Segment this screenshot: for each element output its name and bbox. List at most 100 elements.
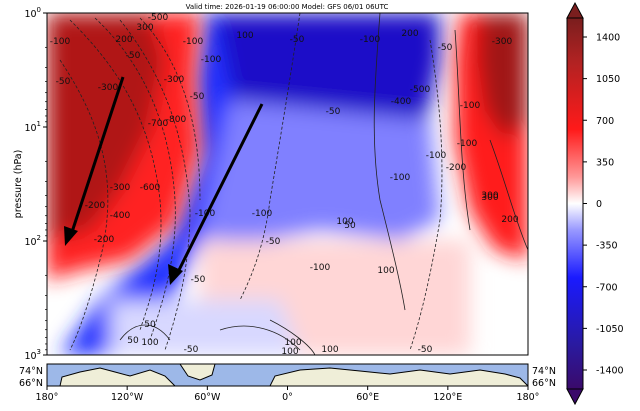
x-tick-label: 180°: [36, 392, 59, 403]
contour-label: -100: [201, 55, 222, 65]
strip-lat-right-bottom: 66°N: [532, 378, 556, 389]
contour-label: 100: [236, 31, 253, 41]
contour-label: -200: [94, 235, 115, 245]
contour-label: -100: [360, 35, 381, 45]
map-strip: [47, 364, 528, 386]
contour-label: -100: [457, 139, 478, 149]
contour-label: -50: [326, 107, 341, 117]
colorbar-bottom-cap: [566, 388, 584, 406]
arrow-west-head: [64, 226, 78, 246]
contour-label: -50: [266, 237, 281, 247]
contour-label: -100: [426, 151, 447, 161]
y-tick-exponent: 3: [37, 348, 41, 356]
contour-label: 100: [284, 338, 301, 348]
contour-label: -50: [418, 345, 433, 355]
arrow-center: [176, 103, 264, 273]
land-greenland: [179, 364, 216, 381]
x-tick-label: 180°: [517, 392, 540, 403]
contour-label: -300: [492, 37, 513, 47]
colorbar-tick-label: 1400: [596, 33, 620, 44]
contour-label: 200: [501, 215, 518, 225]
contour-label: -100: [50, 37, 71, 47]
land-eurasia: [269, 367, 528, 386]
y-axis-label: pressure (hPa): [13, 150, 24, 219]
contour-lines: [59, 13, 528, 355]
x-tick-label: 60°W: [194, 392, 221, 403]
colorbar-body: [566, 17, 584, 390]
strip-lat-right-top: 74°N: [532, 366, 556, 377]
contour-label: -100: [252, 209, 273, 219]
contour-label: 50: [127, 336, 139, 346]
contour-label: -100: [310, 263, 331, 273]
x-tick-label: 120°E: [433, 392, 462, 403]
x-axis-ticks: 180° 120°W 60°W 0° 60°E 120°E 180°: [36, 386, 540, 403]
contour-label: -50: [438, 43, 453, 53]
contour-label: 100: [377, 266, 394, 276]
contour-label: 100: [281, 347, 298, 357]
contour-label: -200: [85, 201, 106, 211]
region-light-blue-low: [110, 300, 300, 355]
contour-label: 100: [321, 345, 338, 355]
y-tick-exponent: 2: [37, 234, 41, 242]
contour-label: -50: [290, 35, 305, 45]
strip-lat-left-top: 74°N: [19, 366, 43, 377]
contour-label: -300: [98, 83, 119, 93]
chart-title: Valid time: 2026-01-19 06:00:00 Model: G…: [186, 3, 389, 11]
contour-label: -50: [191, 275, 206, 285]
y-tick-base: 10: [24, 123, 36, 134]
contour-label: 100: [141, 338, 158, 348]
contour-label: -500: [148, 13, 169, 23]
y-tick-base: 10: [24, 351, 36, 362]
y-tick-exponent: 1: [37, 120, 41, 128]
contour-label: -50: [56, 77, 71, 87]
contour-label: 200: [401, 29, 418, 39]
contour-label: -50: [126, 51, 141, 61]
region-blue-mid: [200, 100, 440, 245]
y-tick-label: 100: [24, 6, 41, 20]
x-tick-label: 60°E: [356, 392, 379, 403]
contour-label: 200: [115, 35, 132, 45]
colorbar-tick-label: -1050: [596, 324, 624, 335]
contour-label: -500: [410, 85, 431, 95]
arrow-west: [70, 76, 125, 233]
colorbar: 1400 1050 700 350 0 -350 -700 -1050 -1400: [566, 1, 624, 406]
region-blue-west: [60, 13, 270, 355]
contour-label: 300: [481, 193, 498, 203]
colorbar-top-cap: [566, 1, 584, 19]
contour-label: 300: [481, 191, 498, 201]
y-tick-label: 101: [24, 120, 41, 134]
colorbar-tick-label: 0: [596, 199, 602, 210]
contour-label: -400: [110, 211, 131, 221]
strip-lat-left-bottom: 66°N: [19, 378, 43, 389]
y-tick-exponent: 0: [37, 6, 41, 14]
contour-label: -300: [110, 183, 131, 193]
y-tick-base: 10: [24, 9, 36, 20]
x-tick-label: 120°W: [111, 392, 144, 403]
arrow-annotations: [64, 76, 264, 285]
colorbar-tick-label: -700: [596, 282, 618, 293]
x-tick-label: 0°: [282, 392, 293, 403]
contour-label: -100: [183, 37, 204, 47]
plot-area: [47, 13, 528, 355]
contour-label: -100: [390, 173, 411, 183]
region-darkred-east: [478, 13, 528, 140]
colorbar-tick-label: 350: [596, 157, 614, 168]
contour-label: -600: [140, 183, 161, 193]
contour-label: -50: [190, 92, 205, 102]
colorbar-tick-label: 1050: [596, 74, 620, 85]
contour-label: 300: [136, 23, 153, 33]
colorbar-tick-label: -1400: [596, 366, 624, 377]
contour-label: -100: [195, 209, 216, 219]
contour-label: -700: [148, 119, 169, 129]
contour-label: -300: [164, 75, 185, 85]
contour-label: 50: [144, 320, 156, 330]
colorbar-tick-label: -350: [596, 241, 618, 252]
plot-frame: [46, 12, 529, 356]
contour-label: 100: [336, 217, 353, 227]
colorbar-ticks: 1400 1050 700 350 0 -350 -700 -1050 -1400: [583, 33, 624, 377]
y-tick-label: 103: [24, 348, 41, 362]
contour-label: -50: [184, 345, 199, 355]
y-tick-label: 102: [24, 234, 41, 248]
